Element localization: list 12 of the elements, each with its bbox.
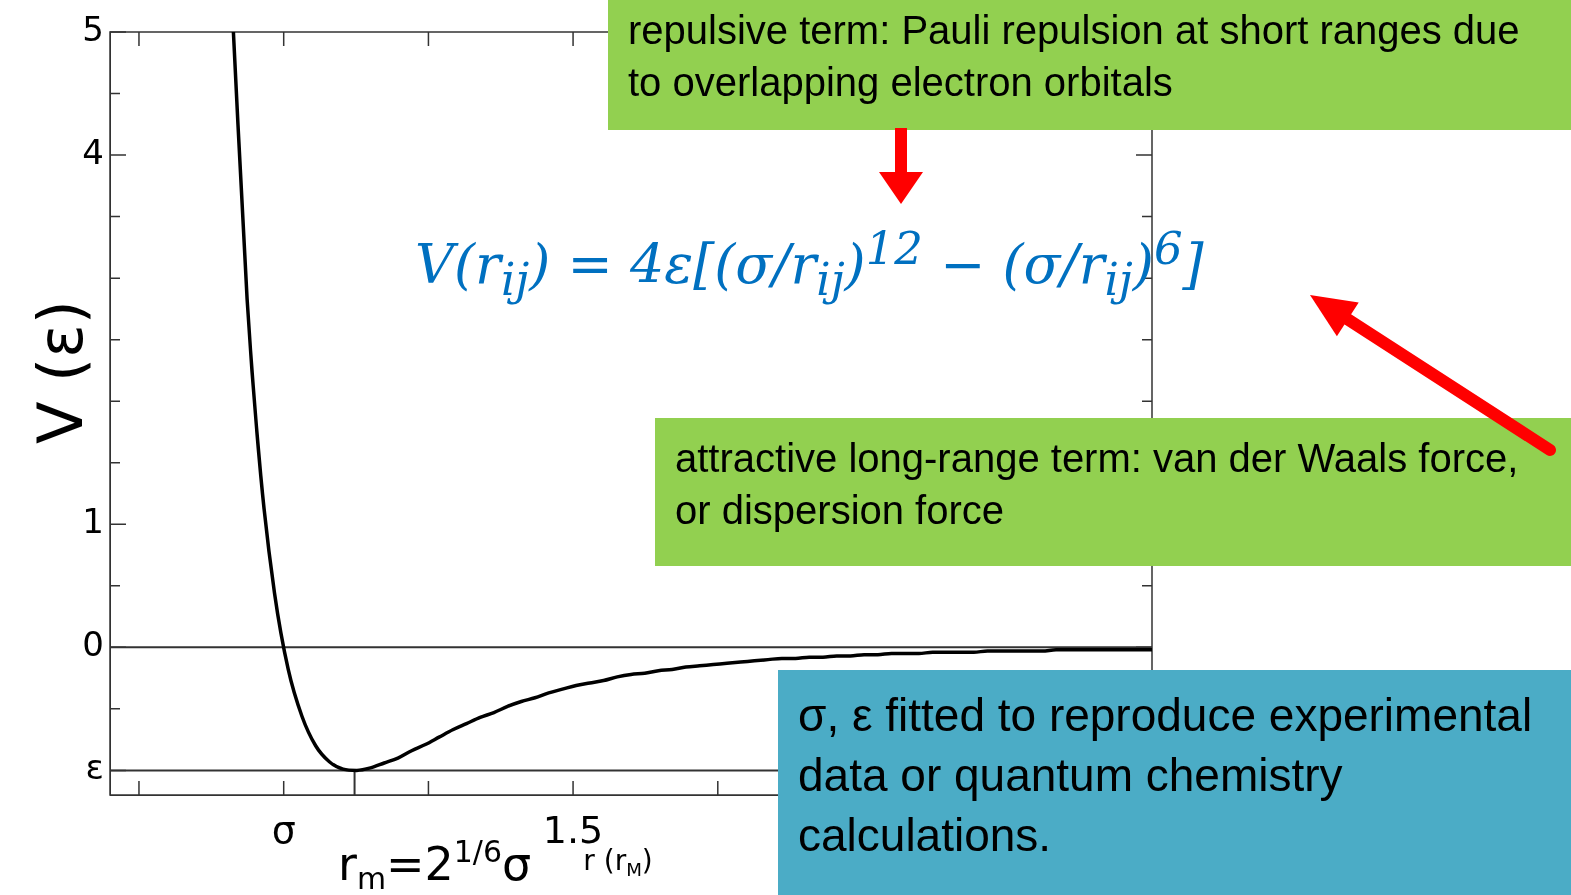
y-axis-title: V (ε) [24,299,97,445]
annotation: attractive long-range term: van der Waals force, or dispersion force [655,418,1571,566]
y-tick-label: 5 [82,8,104,49]
y-tick-label: 1 [82,501,104,542]
y-tick-label: 4 [82,131,104,172]
text: 1.5 [542,808,604,852]
annotation: repulsive term: Pauli repulsion at short ranges due to overlapping electron orbitals [608,0,1571,130]
annotation: σ, ε fitted to reproduce experimental data or quantum chemistry calculations. [778,670,1571,895]
y-tick-label: ε [85,747,104,788]
text: σ [271,808,296,852]
y-tick-label: 0 [82,624,104,665]
text: V(r$_{ij}$) = 4ε[(σ/r$_{ij}$)$^{12}$ − (σ/r$_{ij}$)$^{6}$] [415,222,1204,306]
